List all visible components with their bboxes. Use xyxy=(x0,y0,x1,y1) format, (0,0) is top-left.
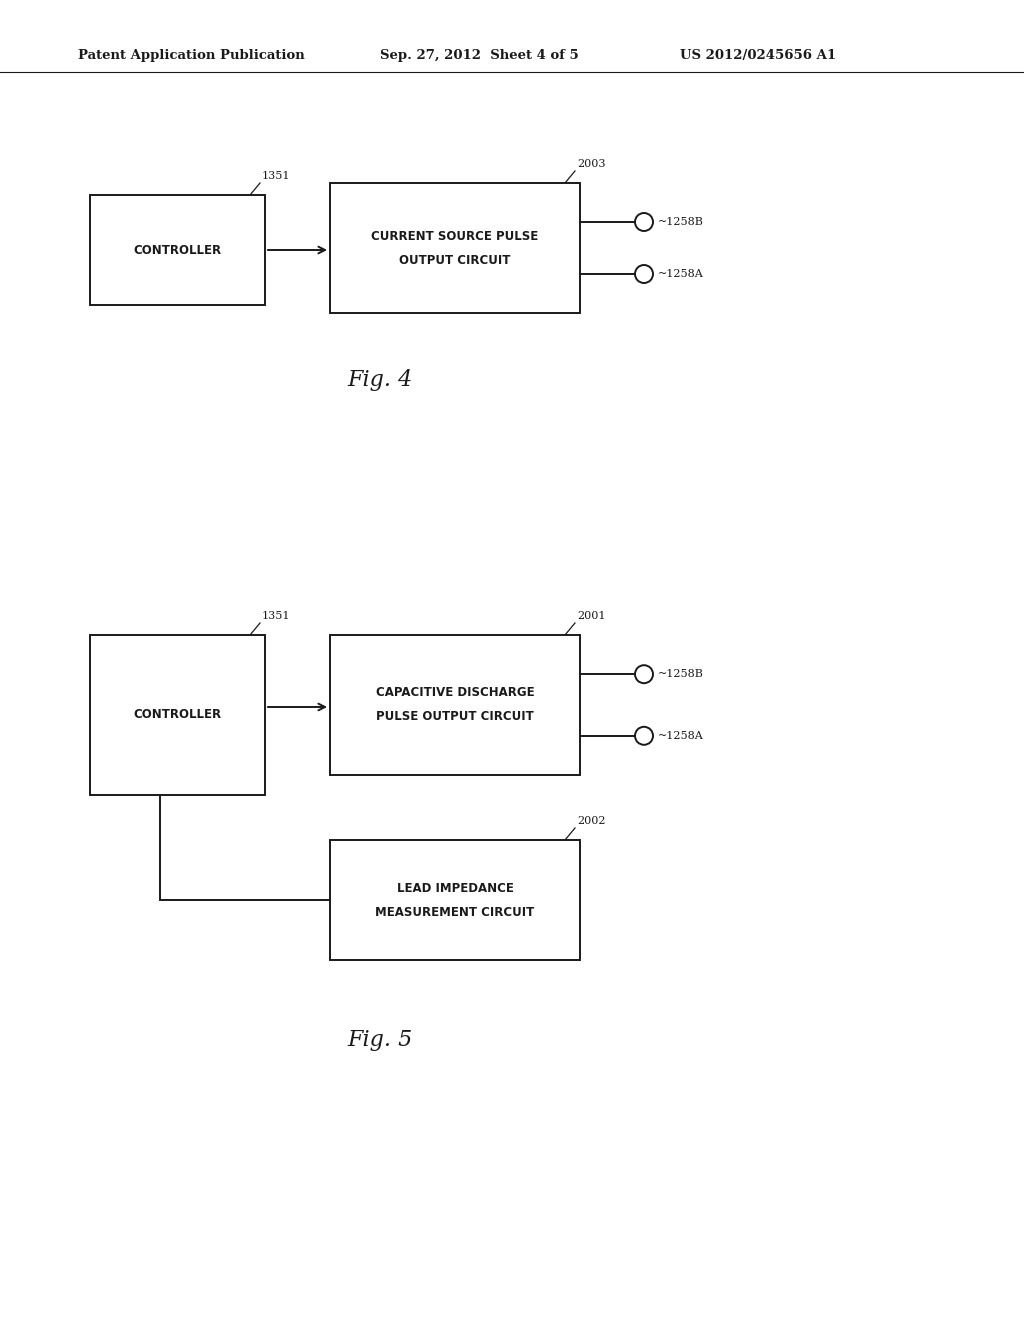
Text: OUTPUT CIRCUIT: OUTPUT CIRCUIT xyxy=(399,253,511,267)
Text: CONTROLLER: CONTROLLER xyxy=(133,709,221,722)
Text: CURRENT SOURCE PULSE: CURRENT SOURCE PULSE xyxy=(372,230,539,243)
Text: US 2012/0245656 A1: US 2012/0245656 A1 xyxy=(680,49,837,62)
Bar xyxy=(330,183,580,313)
Text: 2002: 2002 xyxy=(577,816,605,826)
Text: 2001: 2001 xyxy=(577,611,605,620)
Circle shape xyxy=(635,727,653,744)
Text: Patent Application Publication: Patent Application Publication xyxy=(78,49,305,62)
Text: ~1258A: ~1258A xyxy=(658,731,703,741)
Bar xyxy=(330,840,580,960)
Text: Sep. 27, 2012  Sheet 4 of 5: Sep. 27, 2012 Sheet 4 of 5 xyxy=(380,49,579,62)
Text: ~1258A: ~1258A xyxy=(658,269,703,279)
Circle shape xyxy=(635,213,653,231)
Text: PULSE OUTPUT CIRCUIT: PULSE OUTPUT CIRCUIT xyxy=(376,710,534,723)
Text: CAPACITIVE DISCHARGE: CAPACITIVE DISCHARGE xyxy=(376,686,535,700)
Bar xyxy=(90,195,265,305)
Text: 2003: 2003 xyxy=(577,158,605,169)
Bar xyxy=(330,635,580,775)
Text: 1351: 1351 xyxy=(262,172,291,181)
Text: Fig. 5: Fig. 5 xyxy=(347,1030,413,1051)
Circle shape xyxy=(635,265,653,282)
Text: ~1258B: ~1258B xyxy=(658,669,703,680)
Bar xyxy=(90,635,265,795)
Text: Fig. 4: Fig. 4 xyxy=(347,370,413,391)
Circle shape xyxy=(635,665,653,684)
Text: LEAD IMPEDANCE: LEAD IMPEDANCE xyxy=(396,882,513,895)
Text: ~1258B: ~1258B xyxy=(658,216,703,227)
Text: MEASUREMENT CIRCUIT: MEASUREMENT CIRCUIT xyxy=(376,906,535,919)
Text: CONTROLLER: CONTROLLER xyxy=(133,243,221,256)
Text: 1351: 1351 xyxy=(262,611,291,620)
